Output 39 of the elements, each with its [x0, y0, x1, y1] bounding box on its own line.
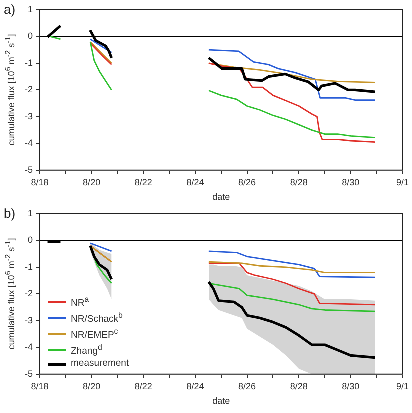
legend-label: NR/EMEP$^{c}$	[71, 326, 118, 342]
y-tick-label: -2	[24, 288, 33, 299]
x-tick-label: 8/24	[186, 177, 204, 188]
x-tick-label: 8/24	[186, 381, 204, 392]
y-tick-label: -2	[24, 84, 33, 95]
x-tick-label: 8/28	[290, 177, 308, 188]
y-tick-label: -5	[24, 164, 33, 175]
legend-label: NR$^{a}$	[71, 294, 90, 310]
chart-title: b)	[4, 206, 16, 221]
y-tick-label: -5	[24, 368, 33, 379]
x-tick-label: 8/18	[31, 381, 49, 392]
x-tick-label: 8/30	[342, 381, 360, 392]
x-tick-label: 8/22	[134, 177, 152, 188]
y-tick-label: 1	[28, 4, 33, 14]
legend-label: Zhang$^{d}$	[71, 342, 102, 358]
y-tick-label: 1	[28, 208, 33, 218]
legend-label: measurement	[71, 358, 130, 370]
y-tick-label: -1	[24, 58, 33, 68]
x-tick-label: 8/20	[83, 381, 101, 392]
chart-title: a)	[4, 2, 16, 17]
x-tick-label: 8/22	[134, 381, 152, 392]
y-tick-label: -4	[24, 138, 33, 148]
y-tick-label: 0	[28, 235, 33, 246]
x-tick-label: 8/18	[31, 177, 49, 188]
x-tick-label: 8/28	[290, 381, 308, 392]
y-tick-label: -4	[24, 342, 33, 352]
y-tick-label: -3	[24, 315, 33, 326]
y-tick-label: -3	[24, 111, 33, 122]
x-axis-title: date	[212, 192, 230, 202]
x-tick-label: 8/26	[238, 381, 256, 392]
y-tick-label: 0	[28, 31, 33, 42]
legend-label: NR/Schack$^{b}$	[71, 310, 123, 326]
x-axis-title: date	[212, 396, 230, 406]
y-tick-label: -1	[24, 262, 33, 272]
x-tick-label: 8/20	[83, 177, 101, 188]
x-tick-label: 9/1	[396, 177, 409, 188]
x-tick-label: 8/26	[238, 177, 256, 188]
x-tick-label: 8/30	[342, 177, 360, 188]
x-tick-label: 9/1	[396, 381, 409, 392]
